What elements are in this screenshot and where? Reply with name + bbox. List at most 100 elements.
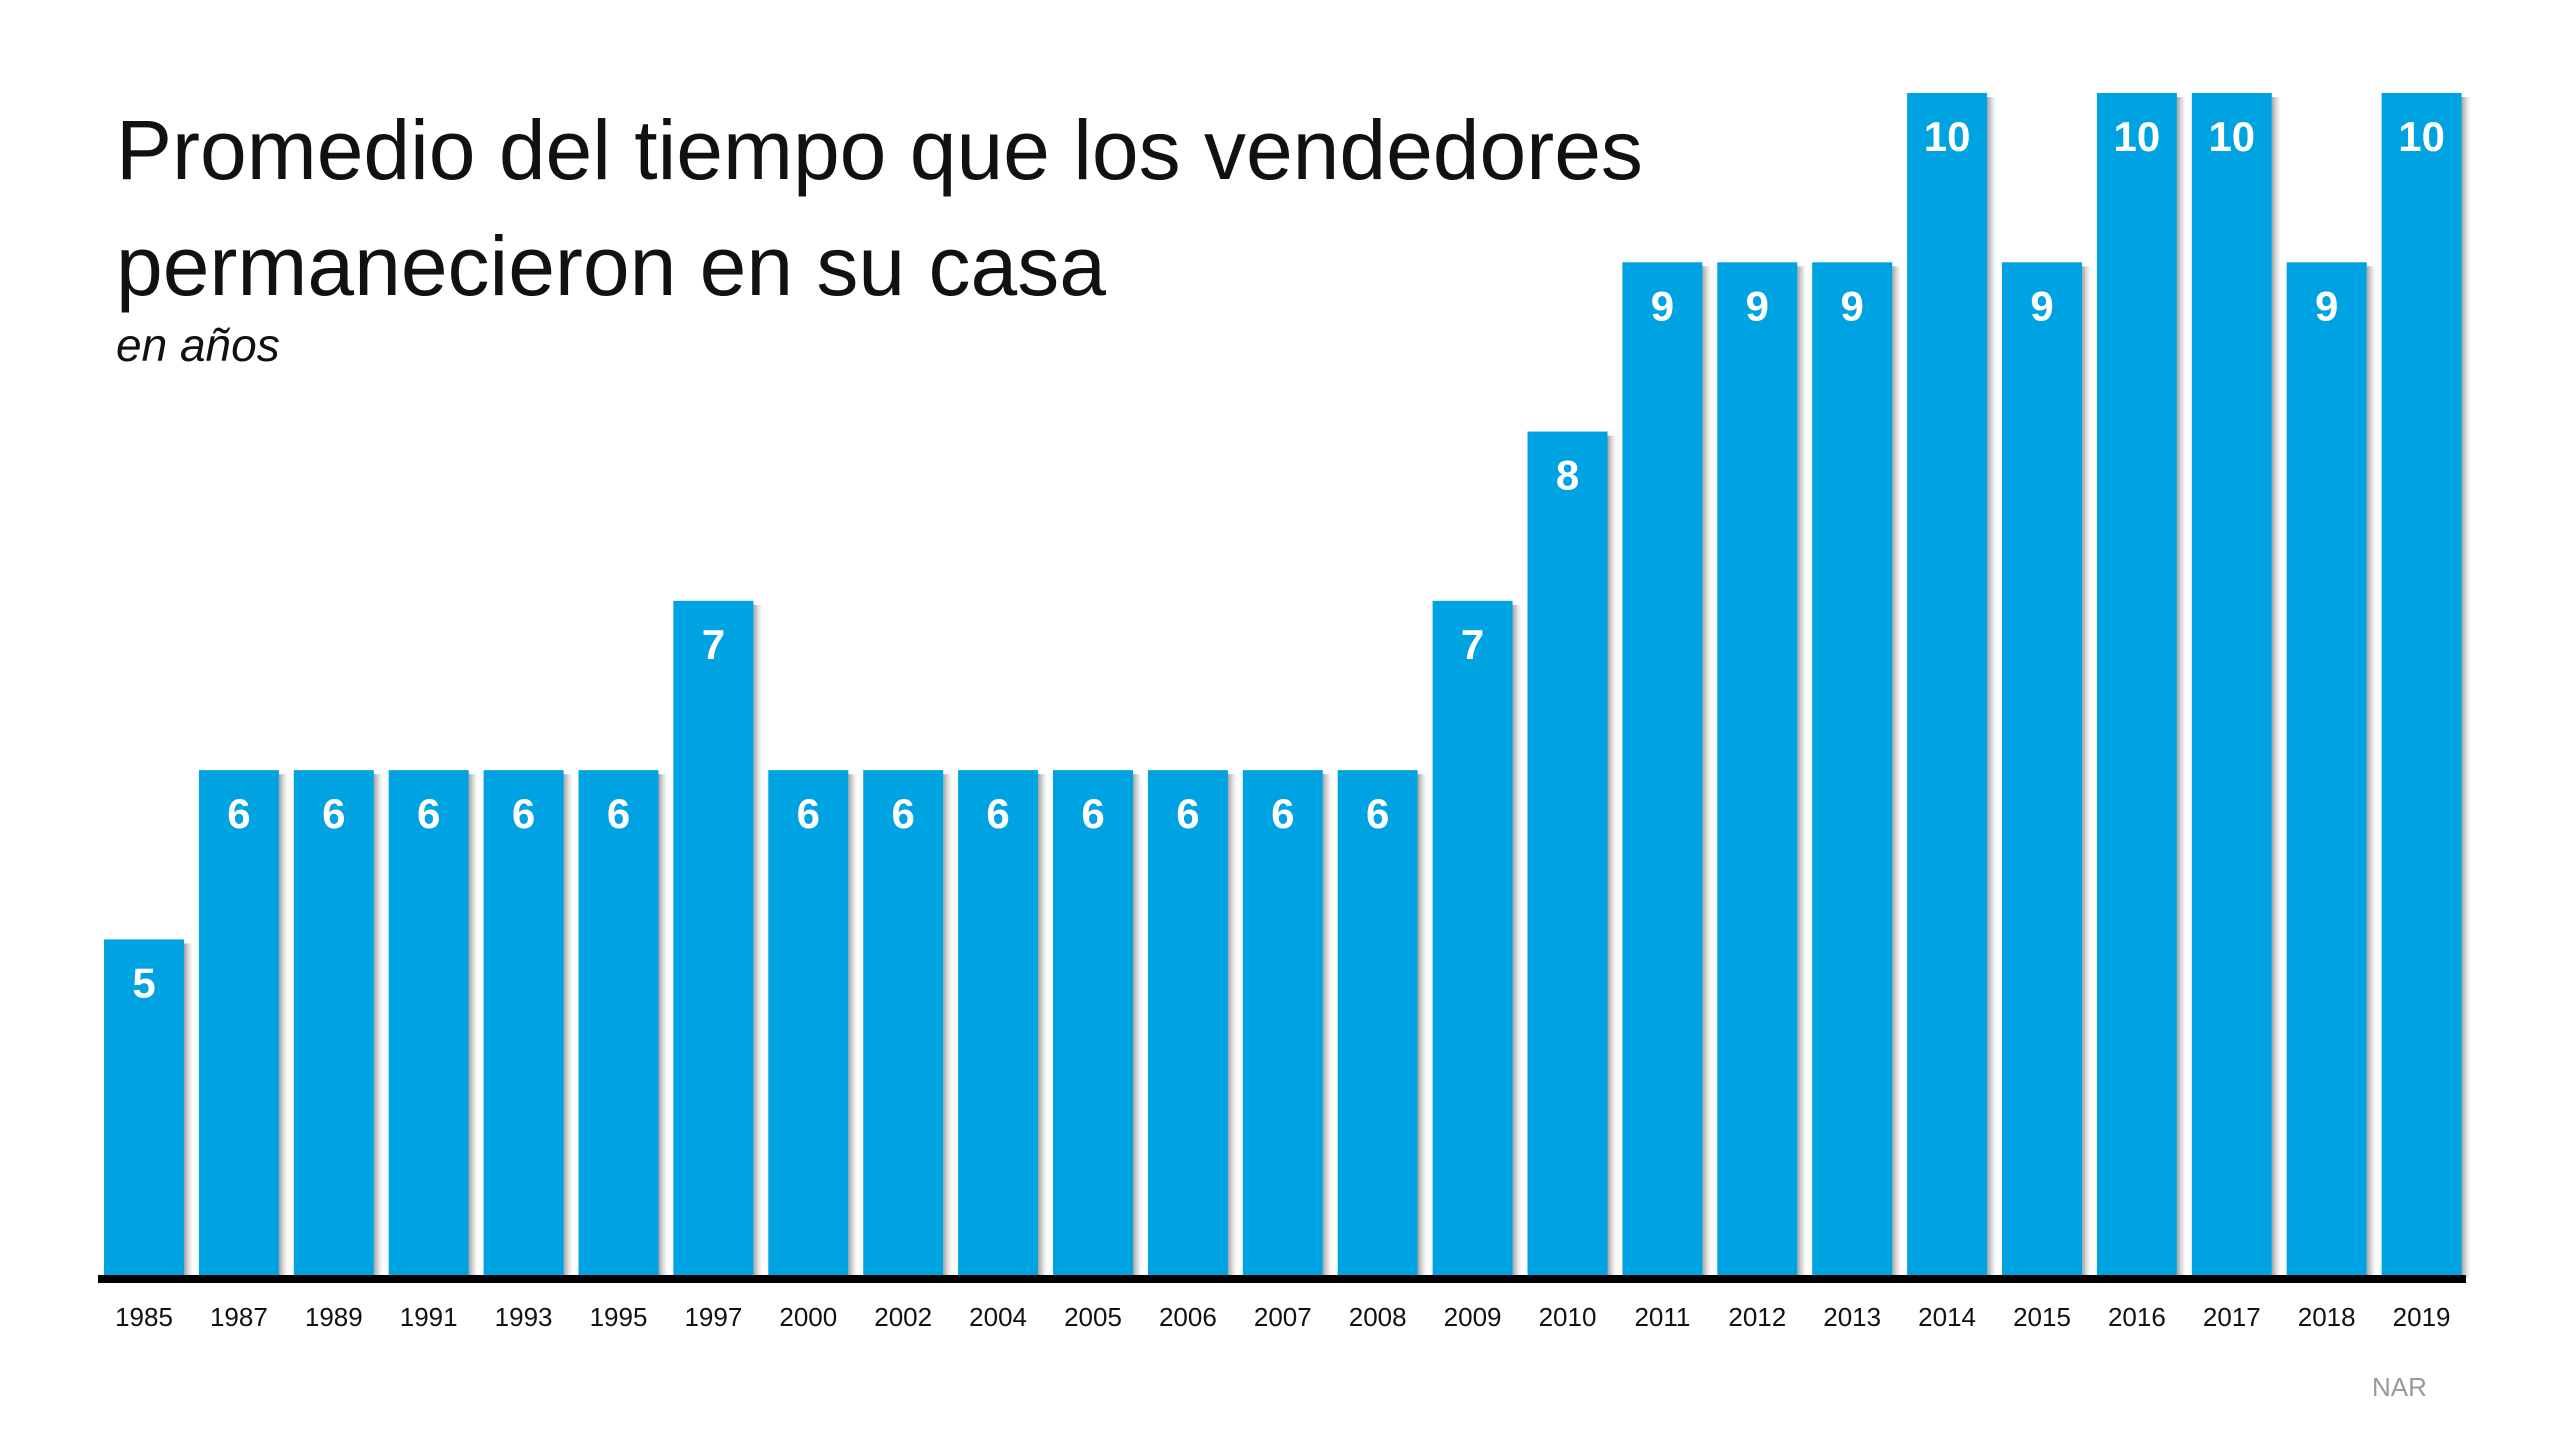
data-label-1995: 6 [607,790,630,837]
data-label-2011: 9 [1651,282,1674,329]
bar-2009 [1432,600,1513,1278]
bar-shadow [1797,266,1807,1278]
bar-shadow [753,604,763,1278]
bar-shadow [1322,774,1332,1278]
x-tick-label-2005: 2005 [1064,1302,1122,1332]
bar-shadow [943,774,953,1278]
x-tick-label-1989: 1989 [305,1302,363,1332]
bar-shadow [563,774,573,1278]
x-tick-label-2002: 2002 [874,1302,932,1332]
bar-shadow [2176,97,2186,1278]
x-tick-labels: 1985 1987 1989 1991 1993 1995 1997 2000 2002 2004… [115,1302,2450,1332]
data-label-2016: 10 [2114,113,2161,160]
data-label-2013: 9 [1841,282,1864,329]
data-label-2018: 9 [2315,282,2338,329]
bar-shadow [1702,266,1712,1278]
bar-1987 [198,770,279,1278]
data-label-2019: 10 [2398,113,2445,160]
data-label-2007: 6 [1271,790,1294,837]
data-label-2008: 6 [1366,790,1389,837]
x-axis-line [98,1275,2466,1283]
data-label-1993: 6 [512,790,535,837]
data-label-2010: 8 [1556,452,1579,499]
bar-shadow [1892,266,1902,1278]
bar-2016 [2096,93,2177,1278]
data-label-2015: 9 [2030,282,2053,329]
bar-shadow [1227,774,1237,1278]
data-label-2005: 6 [1081,790,1104,837]
data-label-1989: 6 [322,790,345,837]
bar-2015 [2002,262,2082,1278]
x-tick-label-1991: 1991 [400,1302,458,1332]
bar-1989 [293,770,374,1278]
x-tick-label-1995: 1995 [590,1302,648,1332]
data-label-2000: 6 [797,790,820,837]
bar-2012 [1717,262,1798,1278]
bar-2005 [1053,770,1133,1278]
data-label-1985: 5 [132,959,155,1006]
bar-1995 [578,770,659,1278]
chart-title: Promedio del tiempo que los vendedores p… [116,92,1643,324]
bar-shadow [658,774,668,1278]
bar-shadow [184,943,193,1278]
data-label-2017: 10 [2208,113,2255,160]
x-tick-label-2012: 2012 [1728,1302,1786,1332]
x-tick-label-1985: 1985 [115,1302,173,1332]
x-tick-label-2008: 2008 [1349,1302,1407,1332]
bar-shadow [2461,97,2471,1278]
bar-shadow [373,774,383,1278]
bar-2011 [1622,262,1703,1278]
x-tick-label-2016: 2016 [2108,1302,2166,1332]
x-tick-label-2007: 2007 [1254,1302,1312,1332]
bar-shadow [848,774,858,1278]
data-label-2014: 10 [1924,113,1971,160]
x-tick-label-2010: 2010 [1539,1302,1597,1332]
x-tick-label-2018: 2018 [2298,1302,2356,1332]
bar-2002 [863,770,944,1278]
bar-2010 [1527,431,1608,1279]
bar-shadow [2082,266,2091,1278]
data-label-1987: 6 [227,790,250,837]
data-label-2006: 6 [1176,790,1199,837]
bar-shadow [1038,774,1048,1278]
chart-title-line-2: permanecieron en su casa [116,219,1106,313]
bar-2004 [958,770,1039,1278]
bar-1991 [388,770,469,1278]
x-tick-label-1993: 1993 [495,1302,553,1332]
bar-2014 [1907,93,1988,1278]
chart-title-line-1: Promedio del tiempo que los vendedores [116,103,1643,197]
bar-shadow [1512,604,1522,1278]
bar-2018 [2286,262,2367,1278]
bar-1985 [104,939,184,1278]
bar-shadow [2271,97,2281,1278]
x-tick-label-2006: 2006 [1159,1302,1217,1332]
source-label: NAR [2372,1372,2427,1402]
chart-subtitle: en años [116,319,280,371]
bar-shadow [2366,266,2376,1278]
bar-2007 [1242,770,1323,1278]
data-label-2009: 7 [1461,621,1484,668]
bar-shadow [468,774,478,1278]
bar-shadow [278,774,288,1278]
bar-1993 [483,770,564,1278]
x-tick-label-2013: 2013 [1823,1302,1881,1332]
data-label-2002: 6 [892,790,915,837]
bar-2013 [1812,262,1893,1278]
x-tick-label-2019: 2019 [2393,1302,2451,1332]
bar-shadow [1417,774,1427,1278]
data-label-2012: 9 [1746,282,1769,329]
x-tick-label-2004: 2004 [969,1302,1027,1332]
bar-2008 [1337,770,1418,1278]
bars-group: 5 6 6 6 6 6 7 6 6 6 6 6 6 6 7 8 9 9 9 10 9 10 10 9 10 [104,93,2471,1279]
x-tick-label-2015: 2015 [2013,1302,2071,1332]
x-tick-label-2014: 2014 [1918,1302,1976,1332]
bar-2017 [2191,93,2272,1278]
x-tick-label-2000: 2000 [779,1302,837,1332]
bar-shadow [1607,435,1617,1279]
data-label-2004: 6 [986,790,1009,837]
data-label-1991: 6 [417,790,440,837]
bar-2019 [2381,93,2462,1278]
x-tick-label-1997: 1997 [684,1302,742,1332]
bar-shadow [1987,97,1997,1278]
